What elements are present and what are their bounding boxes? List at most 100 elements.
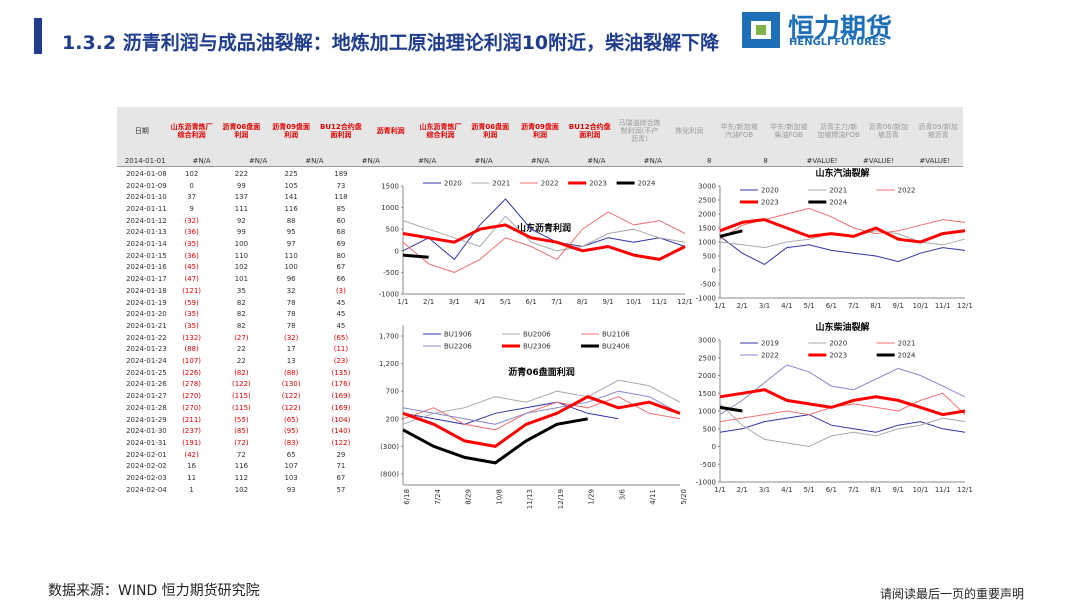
series-line <box>402 390 681 425</box>
table-cell: 8 <box>737 156 794 167</box>
y-tick-label: 2500 <box>698 197 716 205</box>
legend-label: 2022 <box>541 180 559 188</box>
row-date: 2024-01-23 <box>126 345 167 354</box>
table-cell: (107) <box>182 357 202 366</box>
series-line <box>719 218 966 244</box>
x-tick-label: 1/1 <box>397 298 408 306</box>
column-header: 山东沥青炼厂综合利润 <box>170 123 213 139</box>
table-cell: (88) <box>184 345 199 354</box>
x-tick-label: 5/1 <box>803 302 814 310</box>
y-tick-label: 700 <box>386 388 399 396</box>
row-date: 2024-01-29 <box>126 415 167 424</box>
series-line <box>719 364 966 416</box>
table-cell: 88 <box>286 216 296 225</box>
y-tick-label: 1500 <box>698 390 716 398</box>
table-cell: (130) <box>281 380 301 389</box>
title-bar <box>34 18 42 54</box>
row-date: 2024-01-27 <box>126 392 167 401</box>
row-date: 2024-01-14 <box>126 240 167 249</box>
legend-label: 2022 <box>898 187 916 195</box>
row-date: 2024-01-26 <box>126 380 167 389</box>
column-header: 沥青09/新加坡沥青 <box>918 123 958 139</box>
table-cell: (122) <box>281 403 301 412</box>
x-tick-label: 9/1 <box>893 486 904 494</box>
y-tick-label: 1500 <box>381 183 399 191</box>
y-tick-label: 1000 <box>381 204 399 212</box>
table-cell: (135) <box>331 368 351 377</box>
table-cell: 137 <box>234 193 249 202</box>
y-tick-label: 1000 <box>698 239 716 247</box>
row-date: 2024-01-08 <box>126 169 167 178</box>
table-cell: (3) <box>335 286 346 295</box>
x-tick-label: 7/1 <box>551 298 562 306</box>
table-cell: 189 <box>334 169 348 178</box>
table-cell: 29 <box>336 450 346 459</box>
y-tick-label: 500 <box>703 425 716 433</box>
table-cell: 67 <box>336 474 346 483</box>
table-cell: (115) <box>231 403 251 412</box>
table-cell: #N/A <box>399 156 456 167</box>
y-tick-label: 2000 <box>698 211 716 219</box>
x-tick-label: 4/1 <box>474 298 485 306</box>
table-cell: (85) <box>234 427 249 436</box>
table-cell: (11) <box>333 345 349 354</box>
y-tick-label: 2500 <box>698 354 716 362</box>
x-tick-label: 11/1 <box>935 302 951 310</box>
table-cell: #N/A <box>286 156 343 167</box>
column-header: 沥青09盘面利润 <box>272 123 311 139</box>
table-cell: #N/A <box>511 156 569 167</box>
table-cell: 225 <box>284 169 298 178</box>
column-header: BU12合约盘面利润 <box>568 123 611 139</box>
x-tick-label: 11/1 <box>935 486 951 494</box>
table-cell: 96 <box>286 275 296 284</box>
table-cell: 22 <box>236 357 246 366</box>
y-tick-label: -500 <box>383 269 399 277</box>
table-cell: 45 <box>336 321 346 330</box>
y-tick-label: 2000 <box>698 372 716 380</box>
legend-label: 2023 <box>829 352 847 360</box>
table-cell: 8 <box>681 156 738 167</box>
table-cell: 69 <box>336 240 346 249</box>
table-cell: 110 <box>284 251 298 260</box>
row-date: 2024-01-22 <box>126 333 167 342</box>
table-cell: 116 <box>284 204 298 213</box>
header-bg <box>117 107 963 167</box>
table-cell: 105 <box>284 181 298 190</box>
legend-label: 2024 <box>638 180 656 188</box>
x-tick-label: 10/8 <box>495 489 503 505</box>
y-tick-label: 500 <box>703 253 716 261</box>
y-tick-label: 0 <box>712 267 716 275</box>
x-tick-label: 11/1 <box>651 298 667 306</box>
y-tick-label: 1000 <box>698 408 716 416</box>
table-cell: 222 <box>234 169 249 178</box>
table-cell: (132) <box>182 333 202 342</box>
table-cell: 0 <box>189 181 194 190</box>
x-tick-label: 9/1 <box>893 302 904 310</box>
row-date: 2024-01-13 <box>126 228 167 237</box>
x-tick-label: 10/1 <box>913 302 929 310</box>
row-date: 2024-02-03 <box>126 474 167 483</box>
table-cell: (115) <box>231 392 251 401</box>
y-tick-label: -1000 <box>696 295 716 303</box>
column-header: 华东/新加坡柴油FOB <box>770 123 808 139</box>
legend-label: BU2406 <box>602 343 630 351</box>
x-tick-label: 6/1 <box>826 302 837 310</box>
column-header: 沥青06盘面利润 <box>471 123 510 139</box>
row-date: 2024-01-17 <box>126 275 167 284</box>
series-line <box>719 388 966 417</box>
table-cell: (237) <box>182 427 202 436</box>
x-tick-label: 2/1 <box>737 486 748 494</box>
table-cell: 82 <box>236 310 246 319</box>
table-cell: 57 <box>336 485 346 494</box>
table-cell: #VALUE! <box>906 156 963 167</box>
table-cell: (42) <box>184 450 199 459</box>
disclaimer: 请阅读最后一页的重要声明 <box>880 587 1025 601</box>
y-tick-label: 0 <box>395 247 399 255</box>
table-cell: (140) <box>331 427 351 436</box>
legend-label: BU2206 <box>444 343 472 351</box>
x-tick-label: 2/1 <box>423 298 434 306</box>
table-cell: (270) <box>182 392 202 401</box>
table-cell: 85 <box>336 204 346 213</box>
table-cell: 112 <box>234 474 249 483</box>
